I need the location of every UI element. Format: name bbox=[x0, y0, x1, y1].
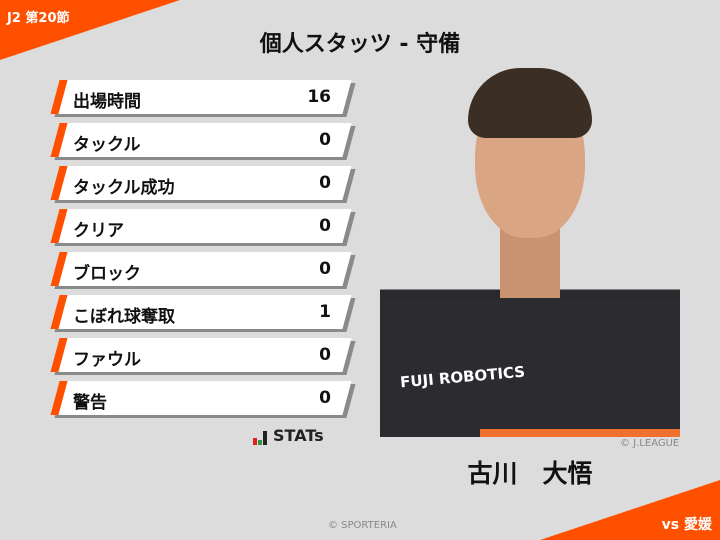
stat-row: ブロック 0 bbox=[50, 252, 356, 289]
matchday-label: J2 第20節 bbox=[7, 11, 70, 26]
stats-logo: STATs bbox=[253, 426, 324, 445]
photo-credit: © J.LEAGUE bbox=[620, 438, 680, 449]
stat-value: 0 bbox=[319, 259, 331, 279]
stat-row: 警告 0 bbox=[50, 381, 356, 418]
stat-value: 1 bbox=[319, 302, 331, 322]
player-photo: FUJI ROBOTICS bbox=[380, 68, 680, 437]
stat-row: こぼれ球奪取 1 bbox=[50, 295, 356, 332]
stat-value: 0 bbox=[319, 345, 331, 365]
opponent-label: vs 愛媛 bbox=[661, 517, 712, 533]
stat-label: クリア bbox=[73, 221, 124, 241]
stat-label: タックル bbox=[73, 135, 141, 155]
stat-label: ブロック bbox=[73, 264, 141, 284]
stat-label: 警告 bbox=[73, 393, 107, 413]
stat-row: ファウル 0 bbox=[50, 338, 356, 375]
page-title: 個人スタッツ - 守備 bbox=[259, 32, 461, 57]
stat-row: 出場時間 16 bbox=[50, 80, 356, 117]
stat-value: 0 bbox=[319, 216, 331, 236]
stat-row: タックル成功 0 bbox=[50, 166, 356, 203]
stat-label: タックル成功 bbox=[73, 178, 175, 198]
corner-banner-bottom bbox=[540, 480, 720, 540]
bar-chart-icon bbox=[253, 431, 267, 445]
stat-label: こぼれ球奪取 bbox=[73, 307, 175, 327]
stat-label: 出場時間 bbox=[73, 92, 141, 112]
copyright: © SPORTERIA bbox=[328, 520, 397, 531]
stat-label: ファウル bbox=[73, 350, 141, 370]
stat-value: 0 bbox=[319, 130, 331, 150]
stat-row: タックル 0 bbox=[50, 123, 356, 160]
stat-row: クリア 0 bbox=[50, 209, 356, 246]
stat-value: 0 bbox=[319, 173, 331, 193]
corner-banner-top bbox=[0, 0, 180, 60]
stats-logo-text: STATs bbox=[273, 426, 324, 445]
stat-value: 16 bbox=[307, 87, 331, 107]
stat-value: 0 bbox=[319, 388, 331, 408]
